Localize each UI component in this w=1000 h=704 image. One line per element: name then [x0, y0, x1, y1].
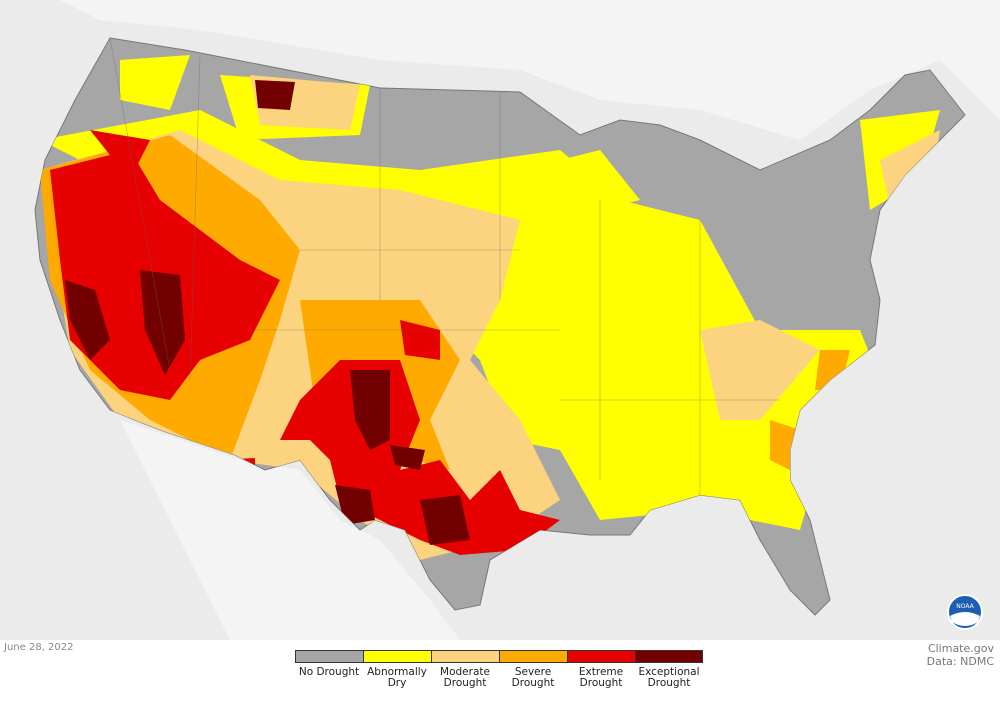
legend-item: Exceptional Drought	[635, 650, 703, 689]
canada	[0, 0, 1000, 140]
legend-item: Abnormally Dry	[363, 650, 431, 689]
logo-wave	[950, 612, 980, 626]
legend-item: Extreme Drought	[567, 650, 635, 689]
drought-area	[65, 80, 295, 375]
legend: No Drought Abnormally Dry Moderate Drought…	[295, 650, 703, 689]
drought-area	[770, 350, 850, 470]
date: June 28, 2022	[4, 642, 74, 653]
legend-swatch	[363, 650, 431, 663]
legend-item: Severe Drought	[499, 650, 567, 689]
legend-label: Severe Drought	[511, 666, 555, 689]
drought-areas	[40, 55, 940, 560]
logo-text: NOAA	[956, 603, 974, 610]
legend-swatch	[499, 650, 567, 663]
legend-item: No Drought	[295, 650, 363, 689]
credit-line: Data: NDMC	[926, 655, 994, 668]
legend-swatch	[431, 650, 499, 663]
drought-map: NOAA	[0, 0, 1000, 640]
drought-area	[280, 360, 560, 555]
legend-label: No Drought	[298, 666, 360, 678]
credit-line: Climate.gov	[927, 642, 994, 655]
legend-label: Extreme Drought	[578, 666, 624, 689]
legend-swatch	[635, 650, 703, 663]
mexico	[120, 420, 460, 640]
legend-label: Exceptional Drought	[638, 666, 700, 689]
legend-swatch	[567, 650, 635, 663]
drought-area	[335, 370, 470, 545]
legend-label: Abnormally Dry	[367, 666, 427, 689]
legend-swatch	[295, 650, 363, 663]
drought-area	[220, 320, 440, 470]
credit: Climate.gov Data: NDMC	[927, 642, 994, 668]
legend-label: Moderate Drought	[440, 666, 490, 689]
legend-item: Moderate Drought	[431, 650, 499, 689]
state-borders	[109, 37, 780, 495]
drought-area	[250, 75, 940, 420]
